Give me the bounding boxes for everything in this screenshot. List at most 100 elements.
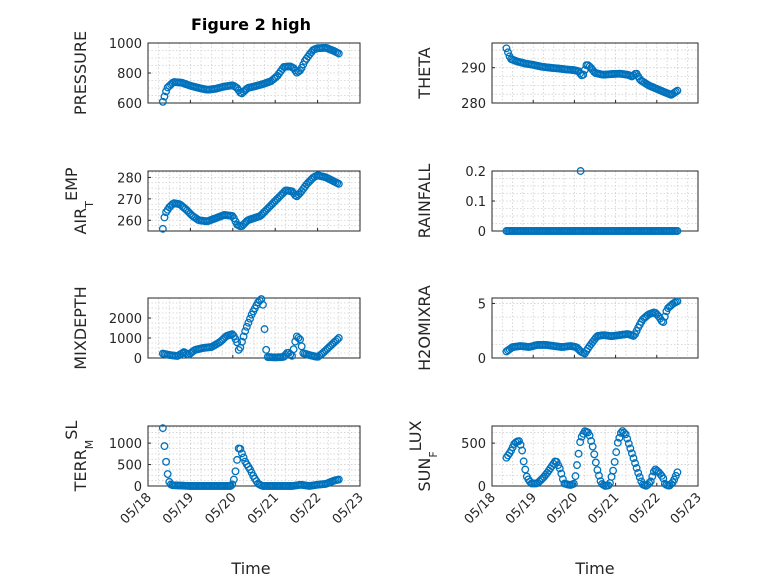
series-markers (502, 167, 682, 235)
data-point (645, 479, 654, 488)
data-point (615, 433, 624, 442)
data-point (504, 48, 512, 57)
y-axis-label: MIXDEPTH (71, 286, 90, 369)
y-tick-label: 270 (117, 193, 142, 208)
y-tick-label: 0 (134, 480, 142, 495)
data-point (616, 428, 625, 437)
y-tick-label: 0.2 (465, 165, 486, 180)
data-point (233, 455, 242, 464)
data-point (573, 461, 581, 470)
data-point (521, 465, 530, 474)
x-axis-label-right: Time (574, 559, 614, 578)
data-point (236, 444, 245, 453)
data-point (620, 428, 629, 437)
data-point (571, 472, 580, 481)
axes-border (147, 170, 361, 232)
data-point (621, 430, 630, 439)
data-point (228, 480, 237, 489)
y-tick-label: 1000 (109, 332, 142, 347)
data-point (671, 471, 680, 480)
subplot-5: 0 1000 2000 MIXDEPTH (71, 286, 361, 370)
axes-frame (147, 425, 361, 487)
data-point (334, 49, 343, 58)
y-axis-label: AIRTEMP (62, 167, 96, 234)
data-point (334, 475, 343, 484)
data-point (239, 453, 248, 462)
data-point (158, 224, 167, 233)
data-point (246, 314, 254, 323)
series-markers (158, 43, 343, 106)
data-point (242, 322, 251, 331)
y-tick-label: 290 (461, 62, 486, 77)
data-point (226, 482, 235, 490)
data-point (518, 446, 527, 455)
data-point (623, 434, 632, 443)
data-point (673, 86, 682, 95)
y-tick-label: 260 (117, 214, 142, 229)
data-point (237, 337, 246, 346)
data-point (237, 449, 246, 458)
data-point (515, 437, 523, 445)
data-point (659, 474, 668, 483)
data-point (648, 472, 657, 481)
subplot-6: 0 5 H2OMIXRA (415, 285, 699, 371)
data-point (160, 442, 169, 451)
data-point (569, 479, 578, 488)
y-tick-label: 0 (134, 352, 142, 367)
y-tick-label: 280 (117, 171, 142, 186)
data-point (670, 475, 679, 484)
y-tick-label: 280 (461, 97, 486, 112)
subplot-1: 600 800 1000 PRESSURE (71, 31, 361, 115)
y-tick-label: 1000 (109, 37, 142, 52)
data-point (590, 450, 599, 459)
data-point (244, 318, 253, 327)
figure-title: Figure 2 high (191, 15, 311, 34)
axes-border (491, 297, 699, 359)
y-tick-label: 5 (478, 297, 486, 312)
data-point (229, 475, 238, 484)
subplot-4: 0 0.1 0.2 RAINFALL (415, 164, 699, 240)
data-point (626, 444, 635, 453)
data-point (158, 424, 167, 433)
y-tick-label: 0 (478, 225, 486, 240)
data-point (555, 464, 564, 473)
data-point (632, 464, 641, 472)
data-point (646, 477, 655, 486)
data-point (260, 325, 269, 334)
data-point (262, 345, 271, 354)
data-point (659, 318, 668, 326)
y-axis-label: TERRMSL (62, 421, 96, 493)
data-point (574, 449, 583, 458)
data-point (258, 300, 267, 309)
data-point (160, 92, 169, 101)
axes-border (147, 297, 361, 359)
series-markers (158, 171, 343, 233)
y-tick-label: 500 (461, 437, 486, 452)
data-point (673, 468, 682, 477)
data-point (502, 44, 511, 53)
data-point (624, 439, 633, 448)
y-tick-label: 0 (478, 480, 486, 495)
subplot-3: 260 270 280 AIRTEMP (62, 167, 361, 235)
data-point (579, 70, 588, 79)
y-axis-label: SUNFLUX (406, 420, 440, 491)
data-point (629, 454, 638, 463)
data-point (239, 332, 248, 341)
data-point (627, 449, 636, 458)
data-point (671, 87, 680, 96)
data-point (591, 458, 600, 467)
data-point (231, 467, 240, 476)
axes-border (147, 425, 361, 487)
data-point (160, 213, 169, 222)
data-point (294, 333, 303, 342)
series-markers (502, 44, 682, 99)
data-point (610, 457, 619, 466)
series-markers (158, 295, 343, 362)
data-point (595, 471, 603, 480)
y-axis-label: THETA (415, 47, 434, 99)
data-point (576, 167, 585, 175)
data-point (613, 438, 622, 447)
data-point (334, 179, 343, 188)
data-point (158, 97, 167, 106)
